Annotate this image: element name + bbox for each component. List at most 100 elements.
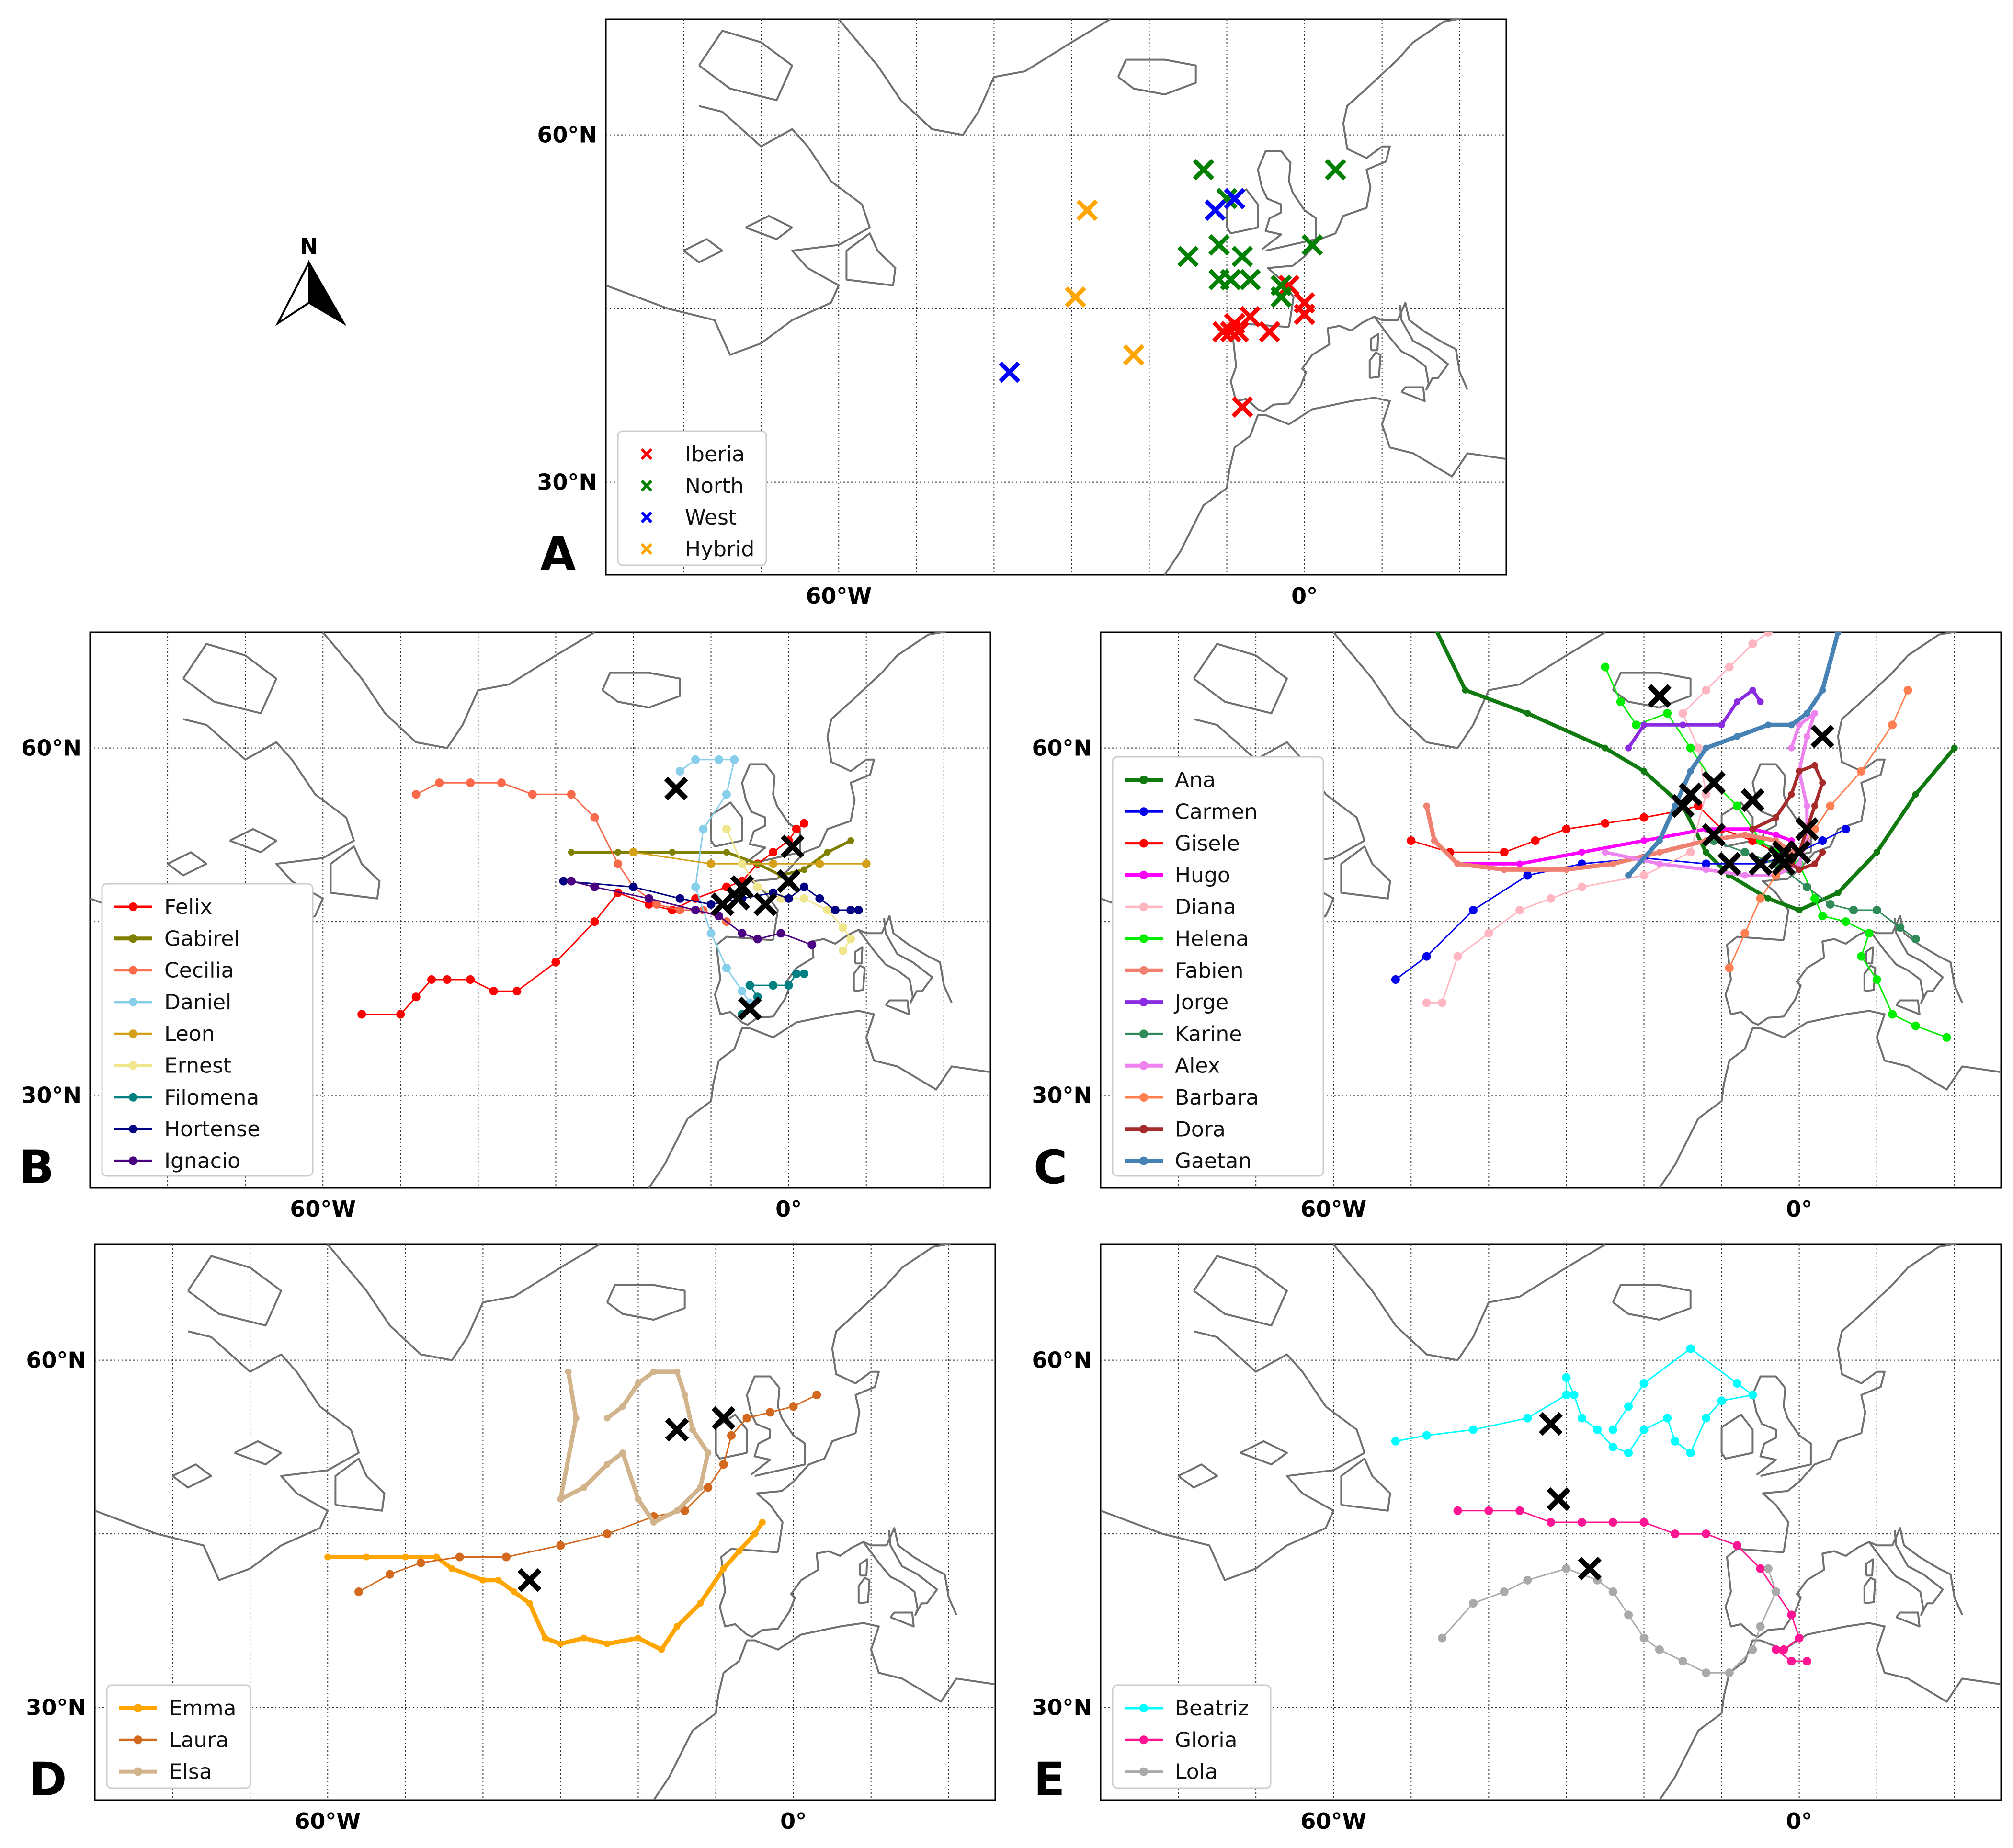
track-point (766, 1408, 774, 1417)
coastline (1720, 1414, 1754, 1460)
track-point (1796, 860, 1803, 867)
coastline (1895, 999, 1921, 1015)
track-point (1484, 1506, 1493, 1515)
track-point (706, 859, 716, 868)
coastline (889, 1611, 915, 1628)
coastline (653, 1622, 995, 1800)
track-point (495, 1576, 502, 1584)
coastline (1193, 643, 1288, 715)
x-stroke (1076, 199, 1098, 221)
coastline (838, 19, 1111, 136)
x-stroke (1717, 852, 1741, 876)
track-point (673, 1623, 681, 1630)
track-point (567, 790, 576, 799)
track-point (1802, 882, 1811, 891)
track-point (590, 882, 599, 891)
track-point (635, 1380, 642, 1387)
latitude-label: 60°N (537, 122, 597, 148)
track-point (1639, 871, 1649, 880)
track-point (1741, 831, 1749, 838)
x-stroke (776, 869, 801, 893)
coastline (859, 1558, 868, 1577)
track-point (501, 1552, 511, 1562)
legend-dot (1139, 1125, 1148, 1134)
legend-label: Iberia (685, 442, 745, 467)
coastline (1868, 1530, 1944, 1616)
legend-label: West (685, 505, 737, 530)
track-point (572, 1415, 580, 1422)
cluster-marker-hybrid (1123, 344, 1145, 366)
coastline (330, 845, 381, 900)
track-point (830, 906, 840, 914)
track-point (363, 1553, 370, 1561)
track-point (443, 975, 452, 984)
track-point (1942, 1033, 1951, 1042)
coastline (1373, 305, 1449, 391)
track-point (1423, 802, 1430, 810)
coastline (714, 915, 953, 1026)
legend-label: Daniel (164, 990, 231, 1015)
track-point (580, 1634, 588, 1642)
track-point (1911, 1021, 1920, 1030)
track-point (723, 849, 730, 856)
genesis-cross-marker (1748, 852, 1773, 876)
x-stroke (1193, 159, 1215, 181)
track-point (489, 987, 498, 996)
track-point (652, 900, 661, 909)
track-point (727, 1431, 736, 1440)
track-point (427, 975, 436, 984)
longitude-label: 0° (1786, 1196, 1812, 1222)
track-point (1655, 1645, 1664, 1654)
track-point (1796, 907, 1803, 913)
track-point (1740, 848, 1750, 857)
track-point (807, 940, 817, 949)
track-point (1656, 837, 1663, 844)
track-point (1749, 686, 1756, 694)
track-point (629, 882, 638, 891)
track-point (1639, 1379, 1649, 1388)
latitude-label: 30°N (21, 1083, 81, 1108)
coastline (751, 632, 947, 941)
track-point (1912, 791, 1919, 798)
legend-label: Diana (1175, 895, 1236, 919)
x-stroke (517, 1568, 542, 1592)
cluster-marker-west (999, 361, 1021, 383)
track-point (1523, 1575, 1532, 1585)
track-point (1515, 906, 1524, 914)
track-point (411, 790, 421, 799)
legend-label: Gaetan (1175, 1149, 1251, 1174)
x-stroke (640, 511, 653, 524)
track-point (784, 894, 793, 903)
track-point (1788, 744, 1795, 752)
track-point (1454, 860, 1461, 867)
track-point (526, 1600, 533, 1607)
track-point (1811, 710, 1819, 717)
coastline (648, 1010, 990, 1188)
track-point (824, 849, 831, 856)
track-point (1787, 1610, 1796, 1620)
track-point (567, 877, 576, 886)
track-point (1717, 1396, 1726, 1405)
coastline (710, 801, 743, 848)
cluster-marker-north (1208, 269, 1230, 291)
track-point (1625, 744, 1632, 752)
track-point (402, 1553, 409, 1561)
track-point (1732, 801, 1741, 810)
legend-dot (134, 1767, 142, 1776)
coastline (756, 1244, 952, 1553)
legend-box (101, 883, 314, 1177)
track-point (1756, 1564, 1765, 1573)
cluster-marker-west (1224, 188, 1246, 209)
track-point (644, 894, 653, 903)
track-point (792, 969, 801, 978)
legend-label: Felix (164, 895, 212, 919)
genesis-cross-marker (1702, 771, 1726, 795)
track-point (1686, 1449, 1695, 1457)
track-point (1779, 1645, 1788, 1654)
track-point (738, 987, 747, 996)
track-point (1703, 866, 1710, 873)
track-point (1639, 1425, 1649, 1434)
x-stroke (1208, 269, 1230, 291)
coastline (1400, 386, 1426, 402)
